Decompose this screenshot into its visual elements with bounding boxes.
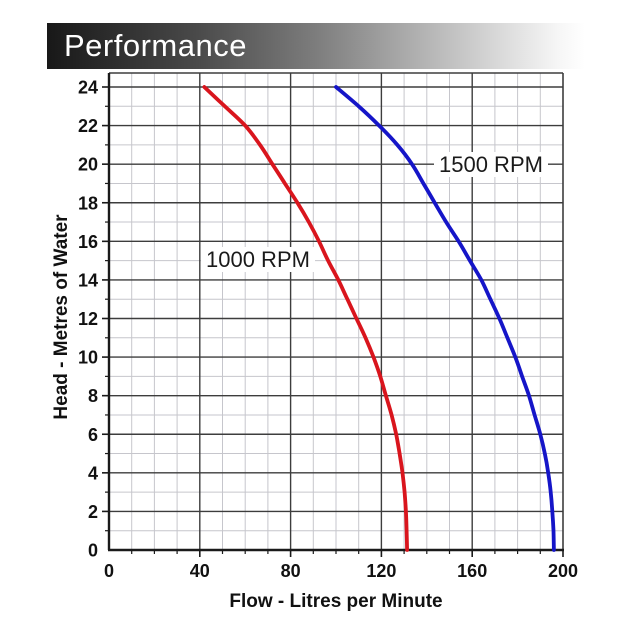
y-tick-label: 10 xyxy=(78,348,98,368)
y-axis-title: Head - Metres of Water xyxy=(51,214,72,420)
y-tick-label: 12 xyxy=(78,309,98,329)
x-tick-label: 80 xyxy=(281,561,301,581)
y-tick-label: 24 xyxy=(78,78,98,98)
x-tick-label: 160 xyxy=(457,561,487,581)
x-tick-label: 0 xyxy=(104,561,114,581)
y-tick-label: 8 xyxy=(88,386,98,406)
y-tick-label: 20 xyxy=(78,155,98,175)
y-tick-label: 18 xyxy=(78,193,98,213)
curve-1500-rpm xyxy=(334,85,556,552)
y-tick-label: 14 xyxy=(78,270,98,290)
series-label-1000-rpm: 1000 RPM xyxy=(201,247,315,272)
x-tick-label: 40 xyxy=(190,561,210,581)
y-tick-label: 22 xyxy=(78,116,98,136)
x-axis-title: Flow - Litres per Minute xyxy=(229,591,443,612)
x-tick-label: 120 xyxy=(366,561,396,581)
page-title: Performance xyxy=(64,28,247,63)
y-tick-label: 6 xyxy=(88,425,98,445)
x-tick-label: 200 xyxy=(548,561,578,581)
y-tick-label: 0 xyxy=(88,541,98,561)
y-tick-label: 16 xyxy=(78,232,98,252)
y-tick-label: 2 xyxy=(88,502,98,522)
section-header: Performance xyxy=(47,23,585,69)
series-label-1500-rpm: 1500 RPM xyxy=(434,152,548,177)
curve-1000-rpm xyxy=(202,85,409,552)
y-tick-label: 4 xyxy=(88,463,98,483)
